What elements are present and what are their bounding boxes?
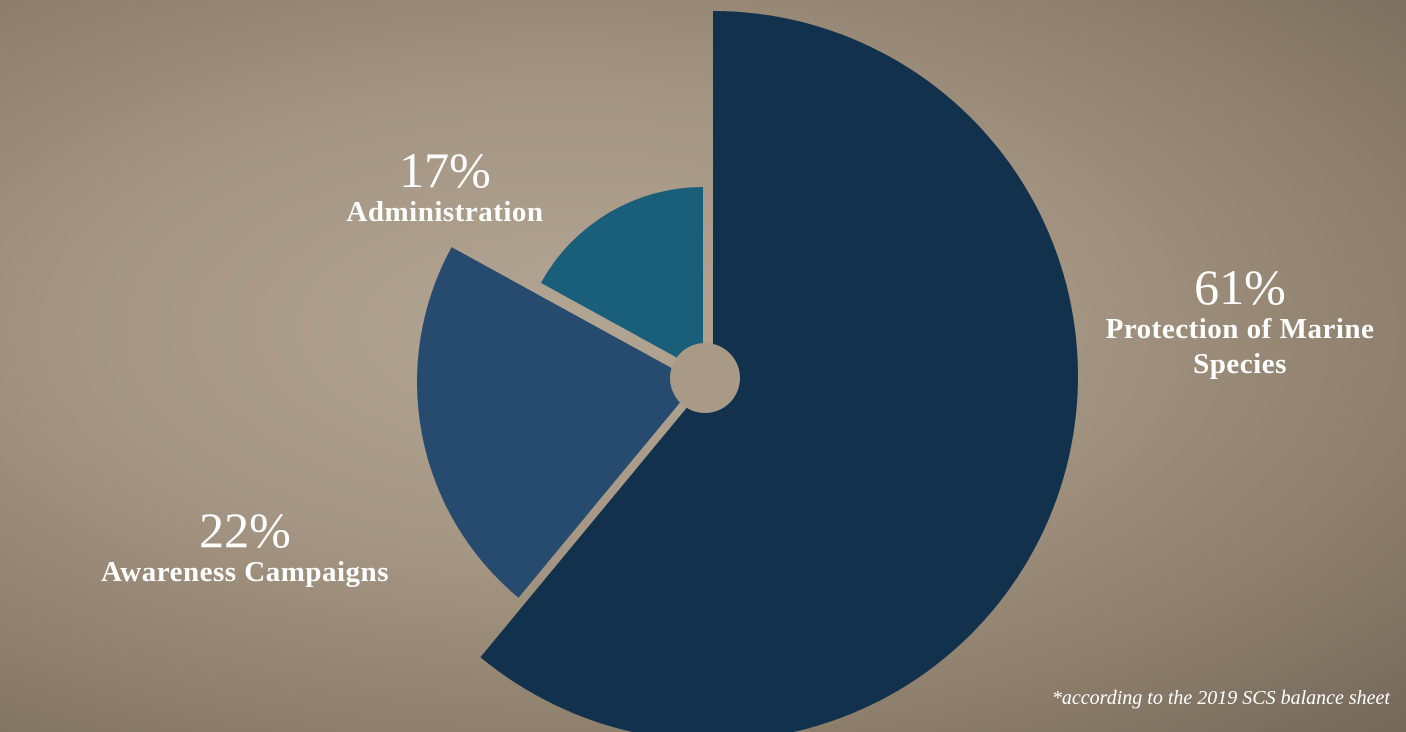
pie-slice bbox=[417, 247, 697, 598]
pie-slice bbox=[480, 11, 1078, 732]
slice-label: 17% Administration bbox=[300, 145, 590, 230]
center-hole bbox=[670, 343, 740, 413]
footnote: *according to the 2019 SCS balance sheet bbox=[1051, 687, 1390, 709]
slice-label: 22% Awareness Campaigns bbox=[15, 505, 475, 590]
category-label: Protection of Marine Species bbox=[1105, 313, 1375, 380]
slice-label: 61% Protection of Marine Species bbox=[1080, 262, 1400, 382]
category-label: Administration bbox=[346, 196, 544, 228]
pie-slice bbox=[540, 187, 703, 372]
category-label: Awareness Campaigns bbox=[101, 556, 389, 588]
